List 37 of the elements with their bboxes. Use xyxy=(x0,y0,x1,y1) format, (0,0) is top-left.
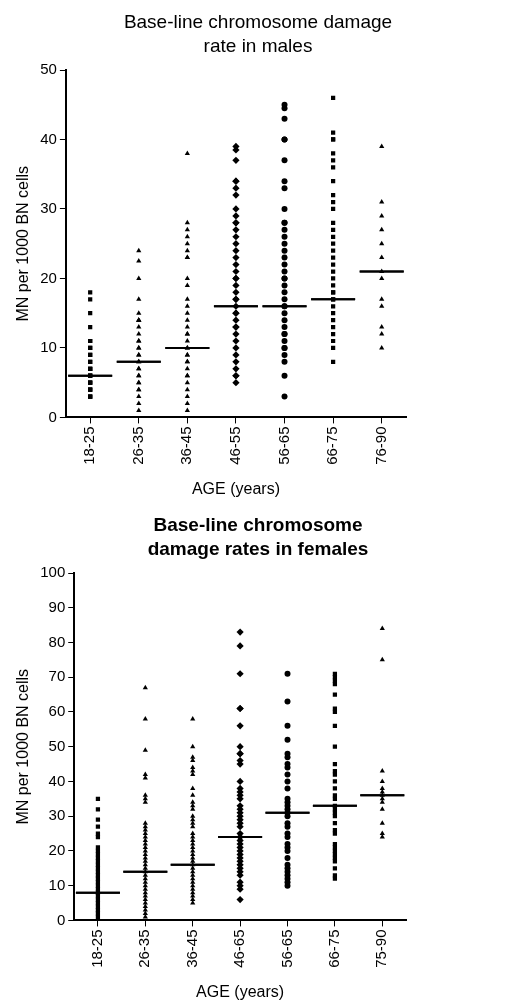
x-tick-label: 75-90 xyxy=(372,929,390,968)
x-tick-label: 66-75 xyxy=(323,426,341,465)
y-tick-label: 50 xyxy=(48,736,66,754)
x-tick-label: 36-45 xyxy=(177,426,195,465)
y-tick-label: 60 xyxy=(48,702,66,720)
chart-title: Base-line chromosome damage rate in males xyxy=(122,10,394,58)
y-tick-label: 80 xyxy=(48,632,66,650)
y-axis-title: MN per 1000 BN cells xyxy=(14,668,32,825)
x-tick-label: 18-25 xyxy=(80,426,98,465)
y-tick-label: 50 xyxy=(40,60,57,78)
x-tick-label: 26-35 xyxy=(128,426,146,465)
y-tick-label: 30 xyxy=(40,199,57,217)
y-tick-label: 0 xyxy=(56,910,66,928)
x-tick-label: 18-25 xyxy=(88,929,106,968)
x-tick-label: 56-65 xyxy=(277,929,295,968)
chart-title: Base-line chromosome damage rates in females xyxy=(146,513,370,561)
y-tick-label: 70 xyxy=(48,667,66,685)
y-tick-label: 40 xyxy=(40,129,57,147)
y-tick-label: 100 xyxy=(40,563,66,581)
y-axis-title: MN per 1000 BN cells xyxy=(14,165,32,322)
y-tick-label: 90 xyxy=(48,597,66,615)
y-tick-label: 20 xyxy=(40,268,57,286)
x-tick-label: 36-45 xyxy=(182,929,200,968)
x-tick-label: 56-65 xyxy=(274,426,292,465)
x-tick-label: 26-35 xyxy=(135,929,153,968)
y-tick-label: 20 xyxy=(48,841,66,859)
x-axis-title: AGE (years) xyxy=(196,982,285,1000)
y-tick-label: 10 xyxy=(48,875,66,893)
y-tick-label: 40 xyxy=(48,771,66,789)
x-axis-title: AGE (years) xyxy=(191,479,280,497)
y-tick-label: 10 xyxy=(40,338,57,356)
x-tick-label: 76-90 xyxy=(371,426,389,465)
y-tick-label: 30 xyxy=(48,806,66,824)
y-tick-label: 0 xyxy=(48,407,57,425)
x-tick-label: 66-75 xyxy=(325,929,343,968)
x-tick-label: 46-65 xyxy=(230,929,248,968)
x-tick-label: 46-55 xyxy=(226,426,244,465)
